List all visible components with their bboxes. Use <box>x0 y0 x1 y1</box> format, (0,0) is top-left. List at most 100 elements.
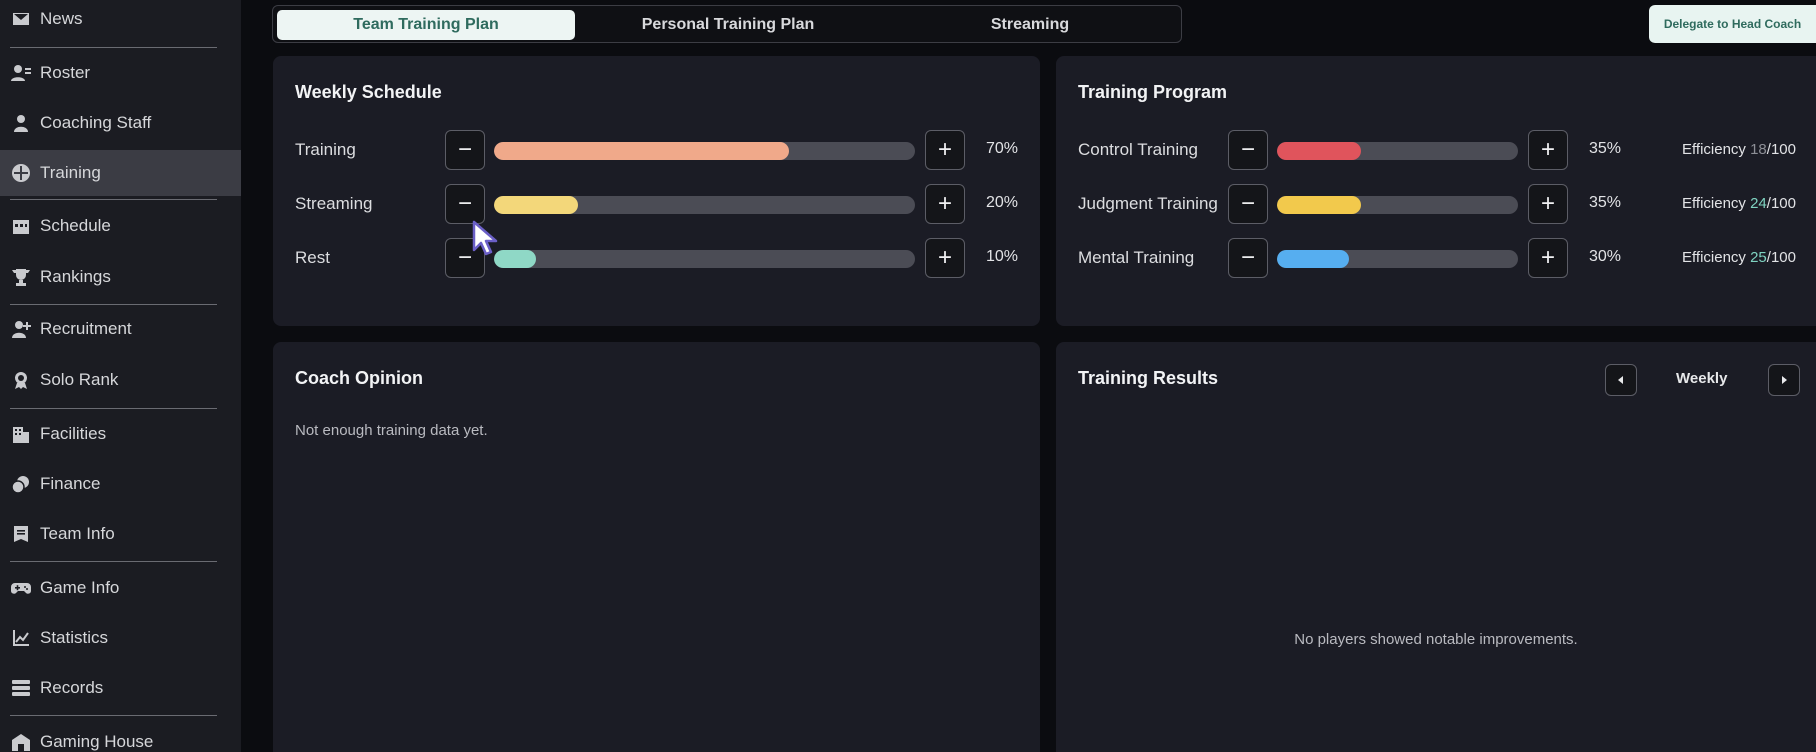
delegate-to-head-coach-button[interactable]: Delegate to Head Coach <box>1649 5 1816 43</box>
percent-value: 70% <box>986 140 1019 157</box>
coach-opinion-message: Not enough training data yet. <box>295 422 488 439</box>
sidebar-item-label: Training <box>40 163 101 182</box>
increase-button[interactable]: + <box>1528 184 1568 224</box>
sidebar-item-label: Recruitment <box>40 319 132 338</box>
progress-fill <box>1277 142 1362 160</box>
row-label: Rest <box>295 248 330 267</box>
progress-track <box>494 142 915 160</box>
increase-button[interactable]: + <box>925 130 965 170</box>
add-person-icon <box>10 318 32 340</box>
sidebar-item-label: Records <box>40 678 104 697</box>
divider <box>10 561 217 562</box>
tab-bar: Team Training Plan Personal Training Pla… <box>272 5 1182 43</box>
training-icon <box>10 162 32 184</box>
divider <box>10 47 217 48</box>
decrease-button[interactable]: − <box>1228 130 1268 170</box>
sidebar-item-label: Coaching Staff <box>40 113 152 132</box>
roster-icon <box>10 62 32 84</box>
records-icon <box>10 677 32 699</box>
percent-value: 35% <box>1589 140 1622 157</box>
increase-button[interactable]: + <box>1528 238 1568 278</box>
sidebar-item-finance[interactable]: Finance <box>0 461 241 507</box>
weekly-schedule-title: Weekly Schedule <box>295 82 442 102</box>
tab-team-training-plan[interactable]: Team Training Plan <box>277 10 575 40</box>
sidebar-item-news[interactable]: News <box>0 0 241 42</box>
progress-track <box>1277 196 1518 214</box>
chevron-left-icon <box>1618 376 1623 384</box>
person-icon <box>10 112 32 134</box>
sidebar-item-team-info[interactable]: Team Info <box>0 511 241 557</box>
next-period-button[interactable] <box>1768 364 1800 396</box>
program-row-judgment: Judgment Training − + 35% Efficiency 24/… <box>1056 184 1816 224</box>
house-icon <box>10 731 32 752</box>
sidebar-item-label: Roster <box>40 63 91 82</box>
percent-value: 35% <box>1589 194 1622 211</box>
sidebar-item-recruitment[interactable]: Recruitment <box>0 306 241 352</box>
sidebar-item-solo-rank[interactable]: Solo Rank <box>0 357 241 403</box>
increase-button[interactable]: + <box>925 184 965 224</box>
divider <box>10 199 217 200</box>
sidebar-item-label: Schedule <box>40 216 111 235</box>
row-label: Training <box>295 140 356 159</box>
row-label: Streaming <box>295 194 373 213</box>
tab-personal-training-plan[interactable]: Personal Training Plan <box>641 16 815 33</box>
progress-fill <box>494 196 579 214</box>
increase-button[interactable]: + <box>1528 130 1568 170</box>
calendar-icon <box>10 215 32 237</box>
progress-track <box>1277 142 1518 160</box>
sidebar-item-coaching-staff[interactable]: Coaching Staff <box>0 100 241 146</box>
percent-value: 10% <box>986 248 1019 265</box>
progress-fill <box>1277 250 1350 268</box>
increase-button[interactable]: + <box>925 238 965 278</box>
tab-streaming[interactable]: Streaming <box>990 16 1070 33</box>
building-icon <box>10 423 32 445</box>
chevron-right-icon <box>1782 376 1787 384</box>
schedule-row-rest: Rest − + 10% <box>273 238 1040 278</box>
sidebar-item-label: Finance <box>40 474 101 493</box>
progress-track <box>494 196 915 214</box>
sidebar-item-label: Facilities <box>40 424 107 443</box>
decrease-button[interactable]: − <box>1228 184 1268 224</box>
efficiency-value: Efficiency 18/100 <box>1682 141 1796 158</box>
program-row-mental: Mental Training − + 30% Efficiency 25/10… <box>1056 238 1816 278</box>
schedule-row-streaming: Streaming − + 20% <box>273 184 1040 224</box>
chart-icon <box>10 627 32 649</box>
coach-opinion-panel: Coach Opinion Not enough training data y… <box>273 342 1040 752</box>
sidebar-item-statistics[interactable]: Statistics <box>0 615 241 661</box>
document-icon <box>10 523 32 545</box>
sidebar-item-roster[interactable]: Roster <box>0 50 241 96</box>
progress-fill <box>1277 196 1362 214</box>
progress-fill <box>494 142 789 160</box>
sidebar-item-schedule[interactable]: Schedule <box>0 203 241 249</box>
sidebar: News Roster Coaching Staff Training Sche… <box>0 0 241 752</box>
progress-track <box>1277 250 1518 268</box>
sidebar-item-records[interactable]: Records <box>0 665 241 711</box>
decrease-button[interactable]: − <box>445 130 485 170</box>
sidebar-item-label: Solo Rank <box>40 370 119 389</box>
progress-track <box>494 250 915 268</box>
training-results-message: No players showed notable improvements. <box>1294 631 1578 648</box>
sidebar-item-gaming-house[interactable]: Gaming House <box>0 719 241 752</box>
decrease-button[interactable]: − <box>1228 238 1268 278</box>
sidebar-item-label: Statistics <box>40 628 109 647</box>
sidebar-item-rankings[interactable]: Rankings <box>0 254 241 300</box>
coins-icon <box>10 473 32 495</box>
sidebar-item-label: Team Info <box>40 524 115 543</box>
sidebar-item-game-info[interactable]: Game Info <box>0 565 241 611</box>
percent-value: 20% <box>986 194 1019 211</box>
sidebar-item-label: Rankings <box>40 267 111 286</box>
medal-icon <box>10 369 32 391</box>
program-row-control: Control Training − + 35% Efficiency 18/1… <box>1056 130 1816 170</box>
decrease-button[interactable]: − <box>445 184 485 224</box>
row-label: Mental Training <box>1078 248 1195 267</box>
row-label: Control Training <box>1078 140 1199 159</box>
sidebar-item-facilities[interactable]: Facilities <box>0 411 241 457</box>
previous-period-button[interactable] <box>1605 364 1637 396</box>
sidebar-item-label: News <box>40 9 83 28</box>
sidebar-item-label: Gaming House <box>40 732 154 751</box>
row-label: Judgment Training <box>1078 194 1218 213</box>
training-program-title: Training Program <box>1078 82 1228 102</box>
efficiency-value: Efficiency 24/100 <box>1682 195 1796 212</box>
trophy-icon <box>10 266 32 288</box>
sidebar-item-training[interactable]: Training <box>0 150 241 196</box>
